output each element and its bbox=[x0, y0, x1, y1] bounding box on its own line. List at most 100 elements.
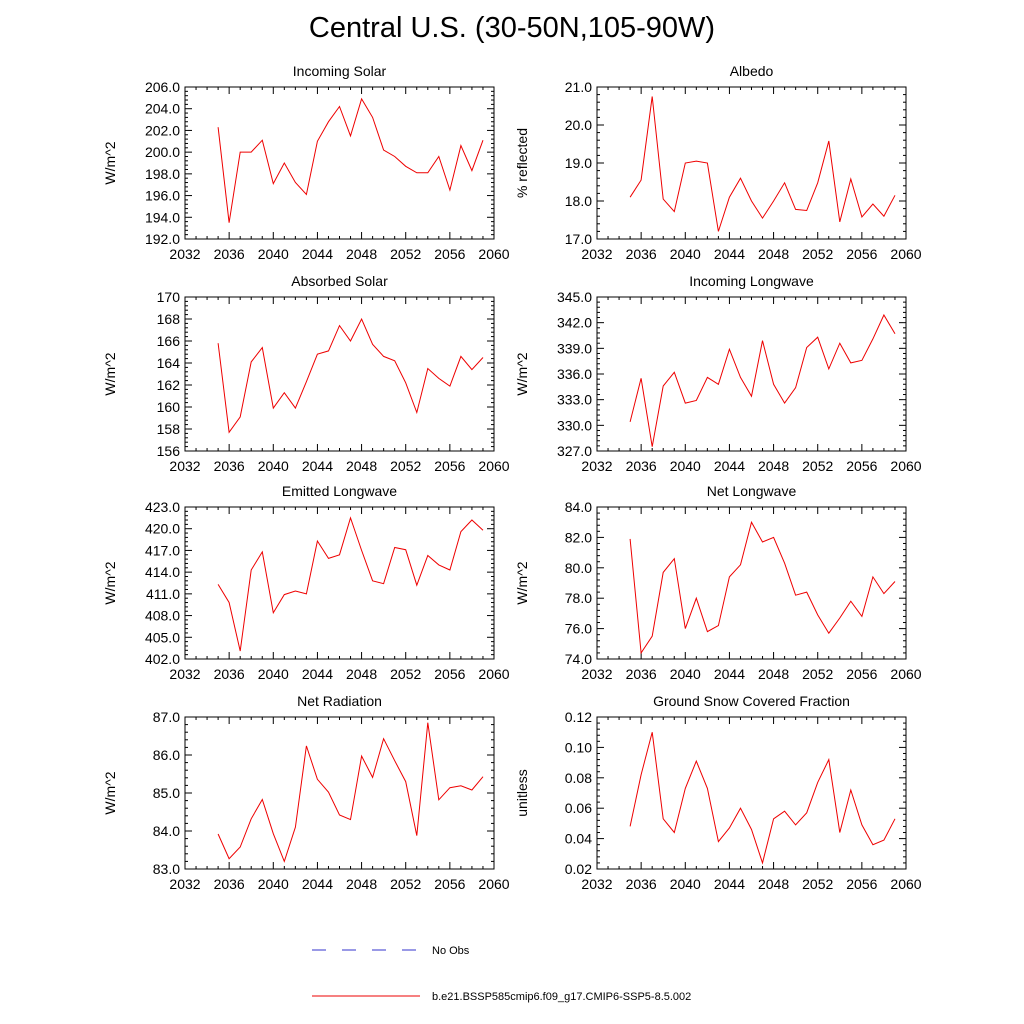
y-tick-label: 80.0 bbox=[565, 560, 592, 576]
x-tick-label: 2032 bbox=[581, 666, 612, 682]
x-tick-label: 2060 bbox=[478, 876, 509, 892]
panel-net-longwave: Net Longwave W/m^2 2032 2036 2040 2044 2048 205… bbox=[514, 483, 922, 682]
x-tick-label: 2056 bbox=[846, 458, 877, 474]
y-tick-label: 0.12 bbox=[565, 709, 592, 725]
plot-frame bbox=[184, 86, 495, 240]
y-tick-label: 0.06 bbox=[565, 800, 592, 816]
series-line-net-longwave bbox=[629, 520, 896, 655]
y-tick-label: 168 bbox=[157, 311, 181, 327]
panel-incoming-longwave: Incoming Longwave W/m^2 2032 2036 2040 2044 20… bbox=[514, 273, 922, 474]
x-tick-label: 2044 bbox=[302, 876, 333, 892]
x-tick-label: 2056 bbox=[434, 876, 465, 892]
x-tick-label: 2052 bbox=[802, 458, 833, 474]
y-tick-label: 0.08 bbox=[565, 770, 592, 786]
series-line-incoming-longwave bbox=[629, 313, 896, 447]
y-tick-label: 202.0 bbox=[145, 122, 180, 138]
y-tick-label: 333.0 bbox=[557, 392, 592, 408]
series-line-emitted-longwave bbox=[217, 516, 484, 652]
plot-frame bbox=[596, 296, 907, 452]
panel-net-radiation: Net Radiation W/m^2 2032 2036 2040 2044 2048 20… bbox=[102, 693, 510, 892]
y-axis-label: W/m^2 bbox=[102, 352, 118, 395]
x-tick-label: 2056 bbox=[434, 458, 465, 474]
x-tick-label: 2052 bbox=[802, 666, 833, 682]
panel-title: Net Longwave bbox=[707, 483, 797, 499]
y-axis-label: W/m^2 bbox=[102, 141, 118, 184]
y-tick-label: 198.0 bbox=[145, 166, 180, 182]
x-tick-label: 2052 bbox=[390, 876, 421, 892]
panel-title: Net Radiation bbox=[297, 693, 382, 709]
y-axis-label: unitless bbox=[514, 769, 530, 816]
x-tick-label: 2032 bbox=[581, 876, 612, 892]
x-tick-label: 2040 bbox=[258, 246, 289, 262]
x-tick-label: 2052 bbox=[390, 666, 421, 682]
panel-absorbed-solar: Absorbed Solar W/m^2 2032 2036 2040 2044 2048 2… bbox=[102, 273, 510, 474]
y-tick-label: 411.0 bbox=[146, 586, 180, 602]
y-tick-label: 85.0 bbox=[153, 785, 180, 801]
x-tick-label: 2036 bbox=[626, 666, 657, 682]
x-tick-label: 2048 bbox=[758, 246, 789, 262]
panel-incoming-solar: Incoming Solar W/m^2 2032 2036 2040 2044 2048 2… bbox=[102, 63, 510, 262]
series-line-net-radiation bbox=[217, 722, 484, 863]
x-tick-label: 2056 bbox=[434, 246, 465, 262]
y-tick-label: 0.10 bbox=[565, 739, 592, 755]
x-tick-label: 2036 bbox=[214, 246, 245, 262]
y-tick-label: 194.0 bbox=[145, 209, 180, 225]
y-tick-label: 330.0 bbox=[557, 417, 592, 433]
x-tick-label: 2032 bbox=[169, 458, 200, 474]
legend-label-model: b.e21.BSSP585cmip6.f09_g17.CMIP6-SSP5-8.… bbox=[432, 991, 691, 1003]
y-tick-label: 74.0 bbox=[565, 651, 592, 667]
y-axis-label: W/m^2 bbox=[102, 561, 118, 604]
panel-title: Ground Snow Covered Fraction bbox=[653, 693, 850, 709]
y-tick-label: 414.0 bbox=[145, 564, 180, 580]
y-tick-label: 84.0 bbox=[565, 499, 592, 515]
x-tick-label: 2048 bbox=[346, 246, 377, 262]
plot-frame bbox=[596, 716, 907, 870]
x-tick-label: 2032 bbox=[581, 246, 612, 262]
y-tick-label: 156 bbox=[157, 443, 181, 459]
y-tick-label: 339.0 bbox=[557, 340, 592, 356]
x-tick-label: 2060 bbox=[890, 666, 921, 682]
panel-emitted-longwave: Emitted Longwave W/m^2 2032 2036 2040 2044 204… bbox=[102, 483, 510, 682]
y-tick-label: 408.0 bbox=[145, 608, 180, 624]
panel-ground-snow-covered-fraction: Ground Snow Covered Fraction unitless 2032… bbox=[514, 693, 922, 892]
x-tick-label: 2040 bbox=[258, 876, 289, 892]
x-tick-label: 2052 bbox=[390, 458, 421, 474]
x-tick-label: 2032 bbox=[169, 876, 200, 892]
x-tick-label: 2040 bbox=[258, 666, 289, 682]
panel-title: Incoming Longwave bbox=[689, 273, 814, 289]
panel-title: Absorbed Solar bbox=[291, 273, 388, 289]
x-tick-label: 2044 bbox=[302, 458, 333, 474]
legend-label-no-obs: No Obs bbox=[432, 945, 470, 957]
series-line-ground-snow-covered-fraction bbox=[629, 732, 896, 865]
y-tick-label: 21.0 bbox=[565, 79, 592, 95]
y-axis-label: W/m^2 bbox=[514, 352, 530, 395]
x-tick-label: 2052 bbox=[802, 876, 833, 892]
y-tick-label: 342.0 bbox=[557, 315, 592, 331]
chart-panels: Incoming Solar W/m^2 2032 2036 2040 2044 2048 2… bbox=[102, 63, 922, 892]
x-tick-label: 2036 bbox=[214, 876, 245, 892]
x-tick-label: 2040 bbox=[670, 666, 701, 682]
x-tick-label: 2040 bbox=[670, 876, 701, 892]
x-tick-label: 2036 bbox=[626, 246, 657, 262]
x-tick-label: 2036 bbox=[214, 666, 245, 682]
y-tick-label: 83.0 bbox=[153, 861, 180, 877]
y-tick-label: 420.0 bbox=[145, 521, 180, 537]
x-tick-label: 2048 bbox=[758, 666, 789, 682]
plot-frame bbox=[596, 506, 907, 660]
y-tick-label: 204.0 bbox=[145, 101, 180, 117]
panel-albedo: Albedo % reflected 2032 2036 2040 2044 2048 205… bbox=[514, 63, 922, 262]
y-tick-label: 158 bbox=[157, 421, 181, 437]
x-tick-label: 2044 bbox=[714, 246, 745, 262]
x-tick-label: 2056 bbox=[846, 876, 877, 892]
y-tick-label: 192.0 bbox=[145, 231, 180, 247]
y-tick-label: 327.0 bbox=[557, 443, 592, 459]
x-tick-label: 2044 bbox=[714, 458, 745, 474]
y-tick-label: 423.0 bbox=[145, 499, 180, 515]
x-tick-label: 2044 bbox=[714, 666, 745, 682]
y-tick-label: 402.0 bbox=[145, 651, 180, 667]
y-tick-label: 164 bbox=[157, 355, 181, 371]
y-tick-label: 162 bbox=[157, 377, 181, 393]
plot-frame bbox=[184, 506, 495, 660]
y-tick-label: 17.0 bbox=[565, 231, 592, 247]
y-tick-label: 160 bbox=[157, 399, 181, 415]
